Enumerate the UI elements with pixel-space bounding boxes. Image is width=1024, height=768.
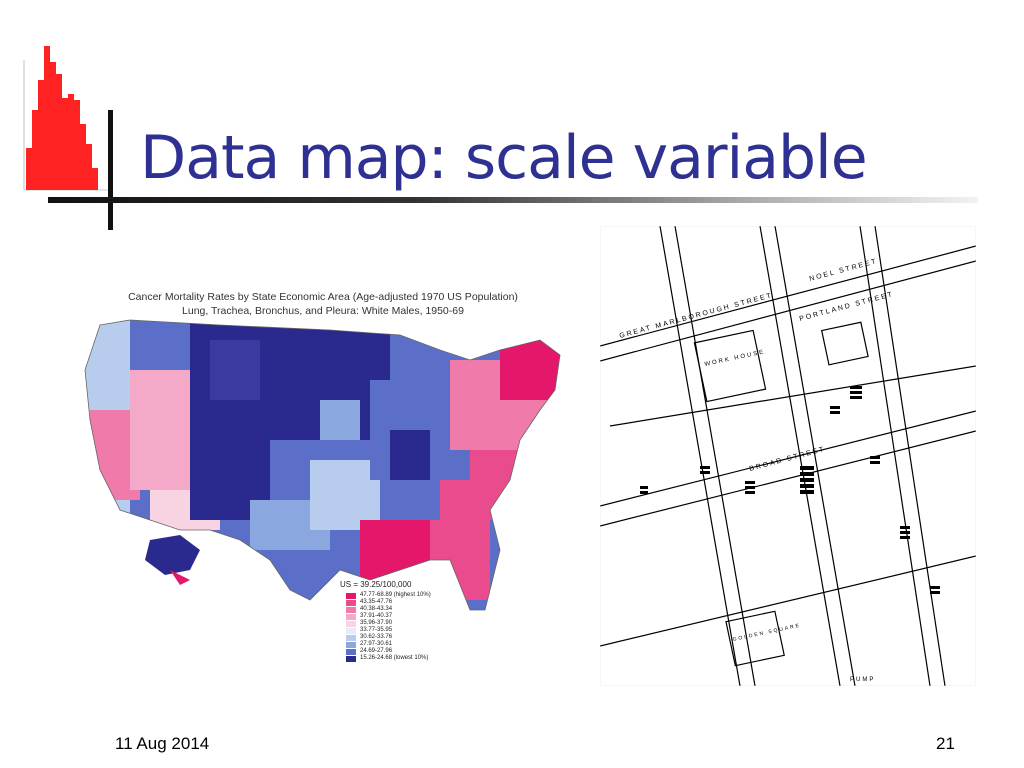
legend-label: 47.77-68.89 (highest 10%) xyxy=(360,592,431,598)
legend-swatch xyxy=(346,599,356,606)
legend-row: 30.62-33.76 xyxy=(346,634,466,641)
legend-swatch xyxy=(346,648,356,655)
map-legend: US = 39.25/100,000 47.77-68.89 (highest … xyxy=(340,580,466,662)
map-title: Cancer Mortality Rates by State Economic… xyxy=(78,290,568,318)
legend-label: 37.91-40.37 xyxy=(360,613,393,619)
street-label: PUMP xyxy=(850,677,875,683)
street-map: GREAT MARLBOROUGH STREET BROAD STREET WO… xyxy=(600,226,976,686)
map-title-line-2: Lung, Trachea, Bronchus, and Pleura: Whi… xyxy=(182,305,464,317)
title-rule-horizontal xyxy=(48,197,978,203)
legend-swatch xyxy=(346,655,356,662)
us-choropleth-map xyxy=(84,319,561,611)
page-number: 21 xyxy=(936,734,955,753)
legend-row: 47.77-68.89 (highest 10%) xyxy=(346,592,466,599)
legend-row: 24.69-27.96 xyxy=(346,648,466,655)
legend-row: 43.35-47.76 xyxy=(346,599,466,606)
legend-row: 37.91-40.37 xyxy=(346,613,466,620)
legend-row: 27.97-30.61 xyxy=(346,641,466,648)
legend-label: 40.38-43.34 xyxy=(360,606,393,612)
legend-swatch xyxy=(346,620,356,627)
legend-row: 40.38-43.34 xyxy=(346,606,466,613)
histogram-logo xyxy=(23,46,110,191)
legend-label: 30.62-33.76 xyxy=(360,634,393,640)
legend-label: 43.35-47.76 xyxy=(360,599,393,605)
footer-date: 11 Aug 2014 xyxy=(115,734,210,753)
slide-title: Data map: scale variable xyxy=(140,123,868,193)
legend-label: 27.97-30.61 xyxy=(360,641,393,647)
legend-label: 35.96-37.90 xyxy=(360,620,393,626)
title-rule-vertical xyxy=(108,110,113,230)
legend-swatch xyxy=(346,634,356,641)
legend-label: 15.26-24.68 (lowest 10%) xyxy=(360,655,429,661)
legend-swatch xyxy=(346,627,356,634)
legend-row: 35.96-37.90 xyxy=(346,620,466,627)
legend-row: 33.77-35.95 xyxy=(346,627,466,634)
map-title-line-1: Cancer Mortality Rates by State Economic… xyxy=(128,291,518,303)
legend-title: US = 39.25/100,000 xyxy=(340,580,412,589)
legend-swatch xyxy=(346,606,356,613)
legend-swatch xyxy=(346,613,356,620)
legend-label: 24.69-27.96 xyxy=(360,648,393,654)
legend-label: 33.77-35.95 xyxy=(360,627,393,633)
legend-swatch xyxy=(346,592,356,599)
legend-row: 15.26-24.68 (lowest 10%) xyxy=(346,655,466,662)
legend-swatch xyxy=(346,641,356,648)
